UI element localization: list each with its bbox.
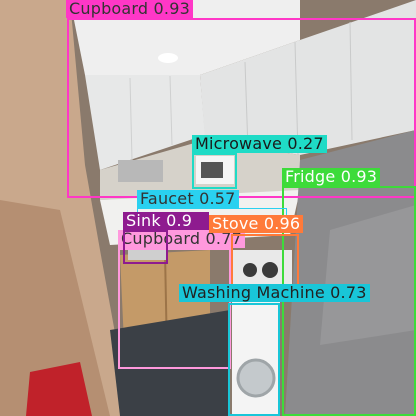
ceiling-light bbox=[158, 53, 178, 63]
fridge-shine bbox=[320, 205, 416, 345]
washing-machine-label: Washing Machine 0.73 bbox=[179, 284, 370, 302]
cupboard-bottom-box bbox=[118, 248, 231, 369]
washing-machine-box bbox=[228, 303, 280, 416]
microwave-box bbox=[192, 153, 237, 189]
cupboard-top-box bbox=[67, 18, 416, 198]
sink-box bbox=[123, 230, 168, 264]
floor bbox=[110, 310, 230, 416]
upper-cabinets-right bbox=[200, 0, 416, 155]
cupboard-top-label: Cupboard 0.93 bbox=[66, 0, 193, 18]
cupboard-bottom-label: Cupboard 0.77 bbox=[118, 230, 245, 248]
upper-cabinets-back bbox=[85, 75, 205, 170]
fridge-label: Fridge 0.93 bbox=[282, 168, 381, 186]
dish-rack bbox=[118, 160, 163, 182]
faucet-label: Faucet 0.57 bbox=[137, 190, 239, 208]
stove-label: Stove 0.96 bbox=[209, 215, 304, 233]
sink-label: Sink 0.9 bbox=[123, 212, 209, 230]
left-wall-shadow bbox=[0, 200, 110, 416]
microwave-label: Microwave 0.27 bbox=[192, 135, 327, 153]
red-cloth bbox=[26, 362, 92, 416]
